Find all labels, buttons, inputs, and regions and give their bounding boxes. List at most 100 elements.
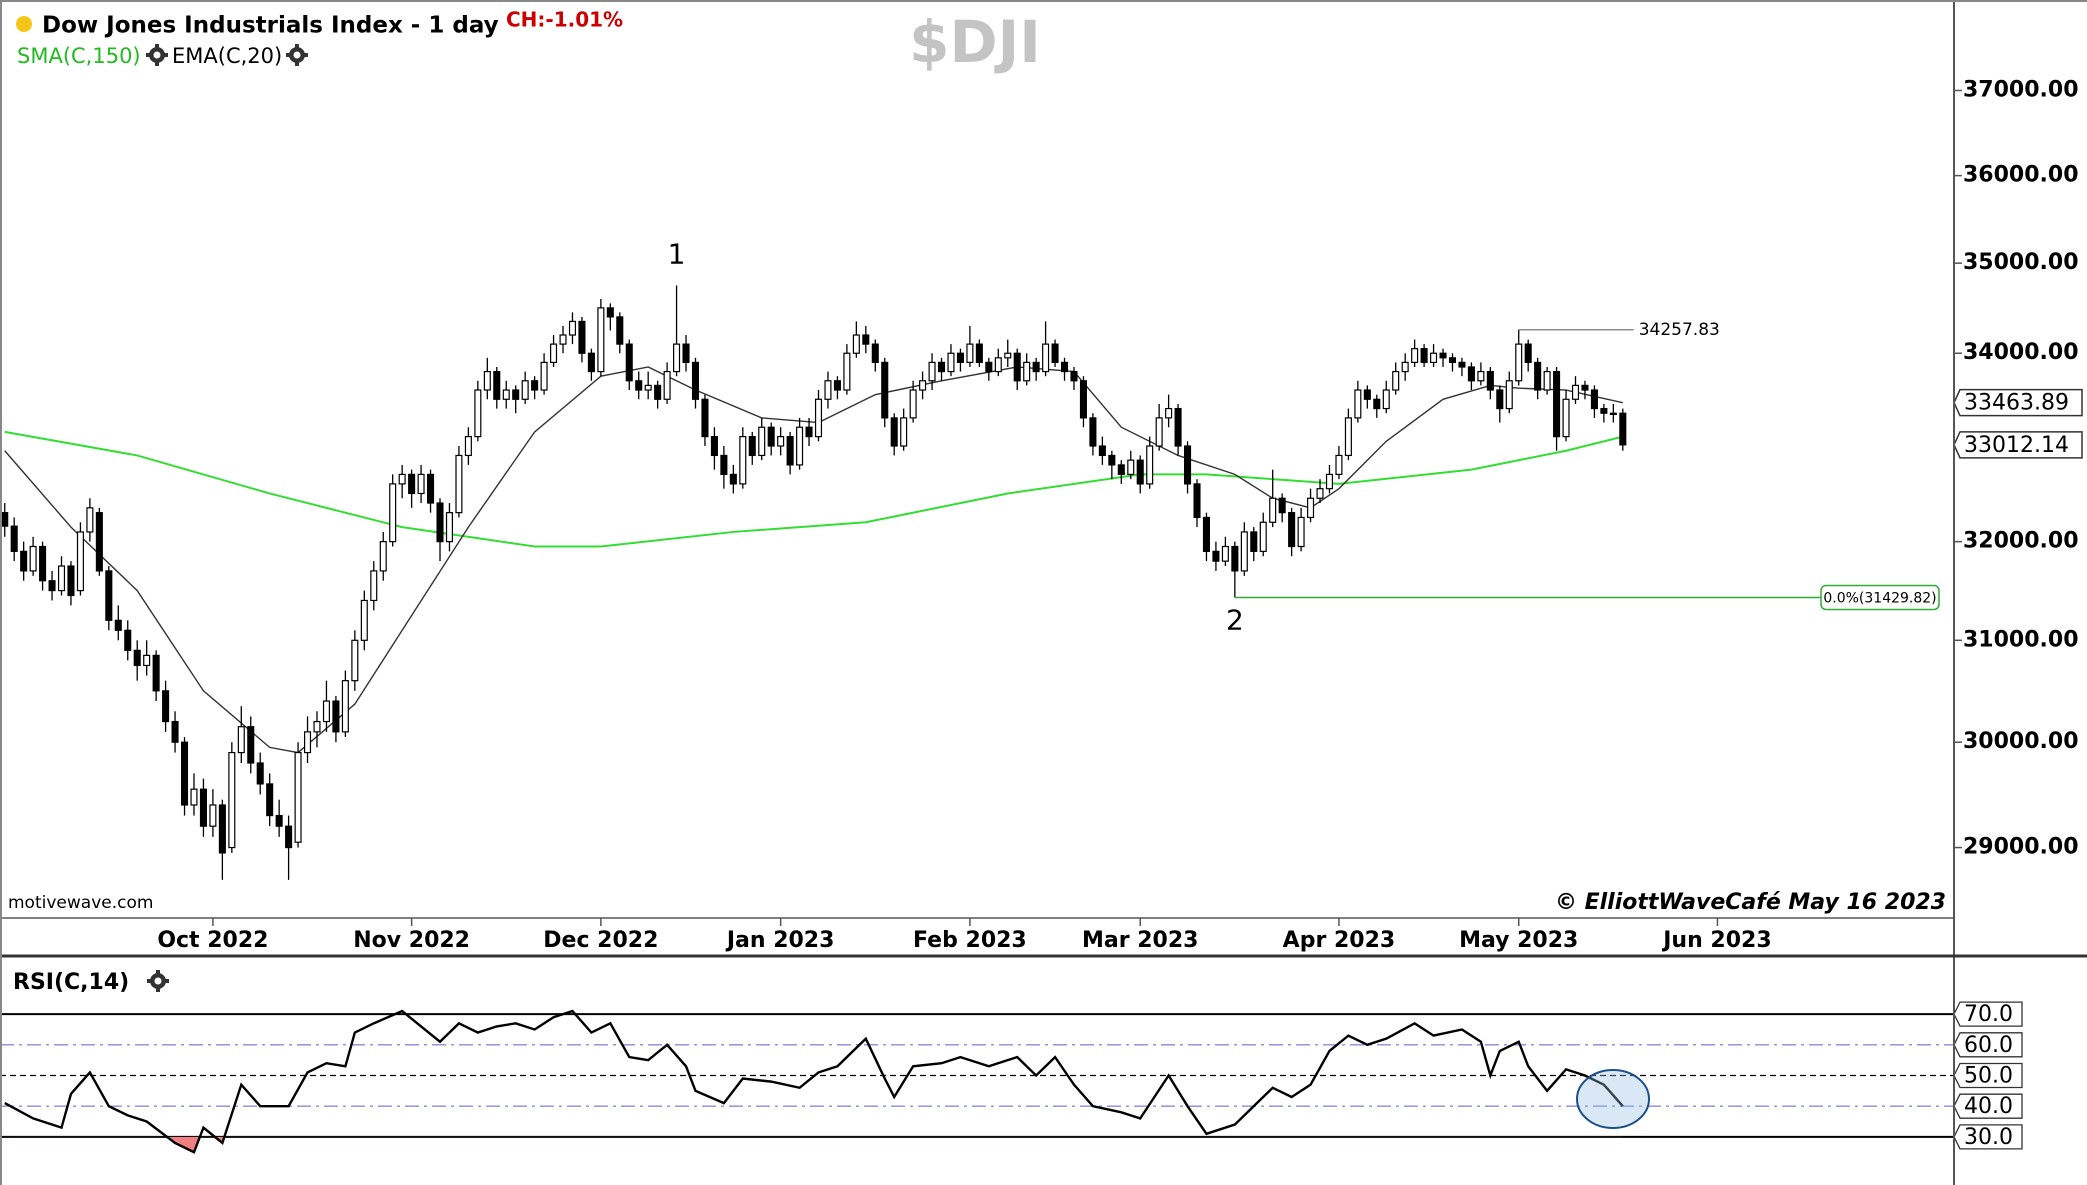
candle-body (379, 541, 387, 572)
candle-body (1382, 389, 1390, 410)
high-label: 34257.83 (1639, 320, 1720, 340)
x-tick-label: Dec 2022 (543, 928, 658, 953)
candle-body (1136, 459, 1144, 485)
settings-icon[interactable] (286, 44, 308, 66)
candle-body (1562, 398, 1570, 438)
candle-body (1373, 398, 1381, 410)
candle-body (1590, 389, 1598, 410)
candle-body (256, 762, 264, 785)
y-tick-label: 40.0 (1964, 1094, 2013, 1119)
candle-body (247, 726, 255, 764)
candle-body (502, 389, 510, 400)
chart-title: Dow Jones Industrials Index - 1 day (42, 13, 499, 39)
candle-body (975, 343, 983, 363)
candle-body (1127, 459, 1135, 475)
candle-body (1619, 412, 1627, 446)
candle-body (796, 426, 804, 466)
candle-body (171, 720, 179, 743)
y-tick-label: 50.0 (1964, 1063, 2013, 1088)
support-label-box (1820, 584, 1940, 611)
x-tick-label: Feb 2023 (913, 928, 1027, 953)
candle-body (1553, 370, 1561, 438)
candle-body (663, 370, 671, 400)
price-plot (1, 285, 1627, 880)
settings-icon[interactable] (147, 970, 169, 992)
candle-body (1004, 352, 1012, 359)
y-tick-label: 30.0 (1964, 1125, 2013, 1150)
candle-body (1174, 407, 1182, 447)
candle-body (1335, 454, 1343, 475)
candle-body (152, 654, 160, 692)
candle-body (1108, 454, 1116, 466)
rsi-plot (0, 1009, 1954, 1154)
candle-body (833, 380, 841, 391)
candle-body (805, 426, 813, 438)
candle-body (540, 361, 548, 391)
candle-body (947, 352, 955, 373)
candle-body (606, 307, 614, 318)
candle-body (1297, 516, 1305, 548)
candle-body (20, 550, 28, 572)
candle-body (550, 343, 558, 363)
candle-body (900, 417, 908, 447)
candle-body (398, 473, 406, 485)
wave-label: 2 (1226, 604, 1244, 637)
candle-body (673, 343, 681, 373)
y-tick-label: 35000.00 (1963, 250, 2079, 275)
candle-body (474, 389, 482, 438)
candle-body (1231, 545, 1239, 572)
candle-body (57, 565, 66, 592)
candle-body (720, 454, 728, 475)
candle-body (313, 720, 321, 733)
candle-body (1448, 357, 1457, 363)
candle-body (587, 352, 595, 373)
candle-body (86, 507, 94, 533)
candle-body (483, 370, 491, 391)
status-dot (16, 16, 32, 32)
y-tick-box (1953, 1062, 2023, 1089)
x-tick-label: Jan 2023 (725, 928, 835, 953)
candle-body (1023, 361, 1031, 382)
candle-body (739, 436, 747, 485)
candle-body (1259, 521, 1267, 552)
candle-body (748, 436, 756, 457)
candle-body (786, 436, 794, 466)
y-tick-label: 70.0 (1964, 1002, 2013, 1027)
candle-body (919, 380, 927, 391)
candle-body (408, 473, 416, 495)
candle-body (1496, 389, 1504, 410)
candle-body (228, 751, 236, 849)
candle-body (1307, 497, 1315, 519)
candle-body (1070, 370, 1078, 382)
last-value-label: 33012.14 (1964, 433, 2069, 458)
candle-body (758, 426, 766, 457)
candle-body (1240, 531, 1248, 572)
candle-body (445, 512, 454, 543)
candle-body (1042, 343, 1050, 373)
y-tick-label: 36000.00 (1963, 163, 2079, 188)
x-tick-label: Nov 2022 (353, 928, 470, 953)
rsi-line (4, 1009, 1624, 1154)
y-tick-box (1953, 1124, 2023, 1150)
candle-body (701, 398, 709, 438)
candle-body (1288, 512, 1296, 548)
candle-body (143, 654, 151, 667)
copyright: © ElliottWaveCafé May 16 2023 (1555, 890, 1946, 915)
candle-body (871, 343, 879, 363)
x-tick-label: Jun 2023 (1661, 928, 1771, 953)
candle-body (285, 825, 293, 849)
settings-icon[interactable] (146, 44, 168, 66)
candle-body (1117, 464, 1125, 475)
candle-body (994, 357, 1002, 373)
candle-body (114, 619, 122, 631)
support-label: 0.0%(31429.82) (1823, 591, 1936, 607)
candle-body (1430, 352, 1438, 363)
axes: 29000.00 30000.00 31000.00 32000.00 34000.00… (157, 77, 2083, 1150)
y-tick-label: 30000.00 (1963, 729, 2079, 754)
candle-body (464, 436, 472, 457)
candle-body (824, 380, 832, 400)
watermark: $DJI (909, 8, 1041, 76)
y-tick-label: 37000.00 (1963, 77, 2079, 102)
